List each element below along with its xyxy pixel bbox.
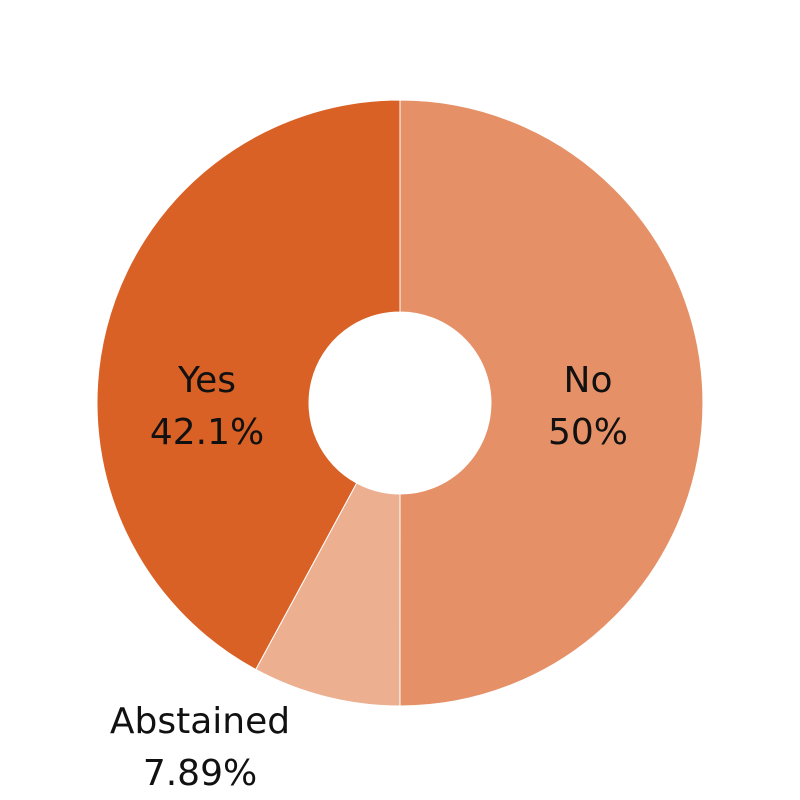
- slice-label-abstained: Abstained: [110, 701, 290, 742]
- slice-label-no: No: [564, 360, 613, 401]
- slice-value-no: 50%: [548, 412, 628, 453]
- labels-group: No 50% Abstained 7.89% Yes 42.1%: [110, 360, 628, 794]
- slice-value-yes: 42.1%: [150, 412, 264, 453]
- slice-label-yes: Yes: [177, 360, 236, 401]
- slice-yes: [96, 99, 401, 671]
- slice-value-abstained: 7.89%: [143, 753, 257, 794]
- slices-group: [96, 99, 704, 707]
- slice-no: [399, 99, 704, 707]
- slice-abstained: [255, 482, 401, 707]
